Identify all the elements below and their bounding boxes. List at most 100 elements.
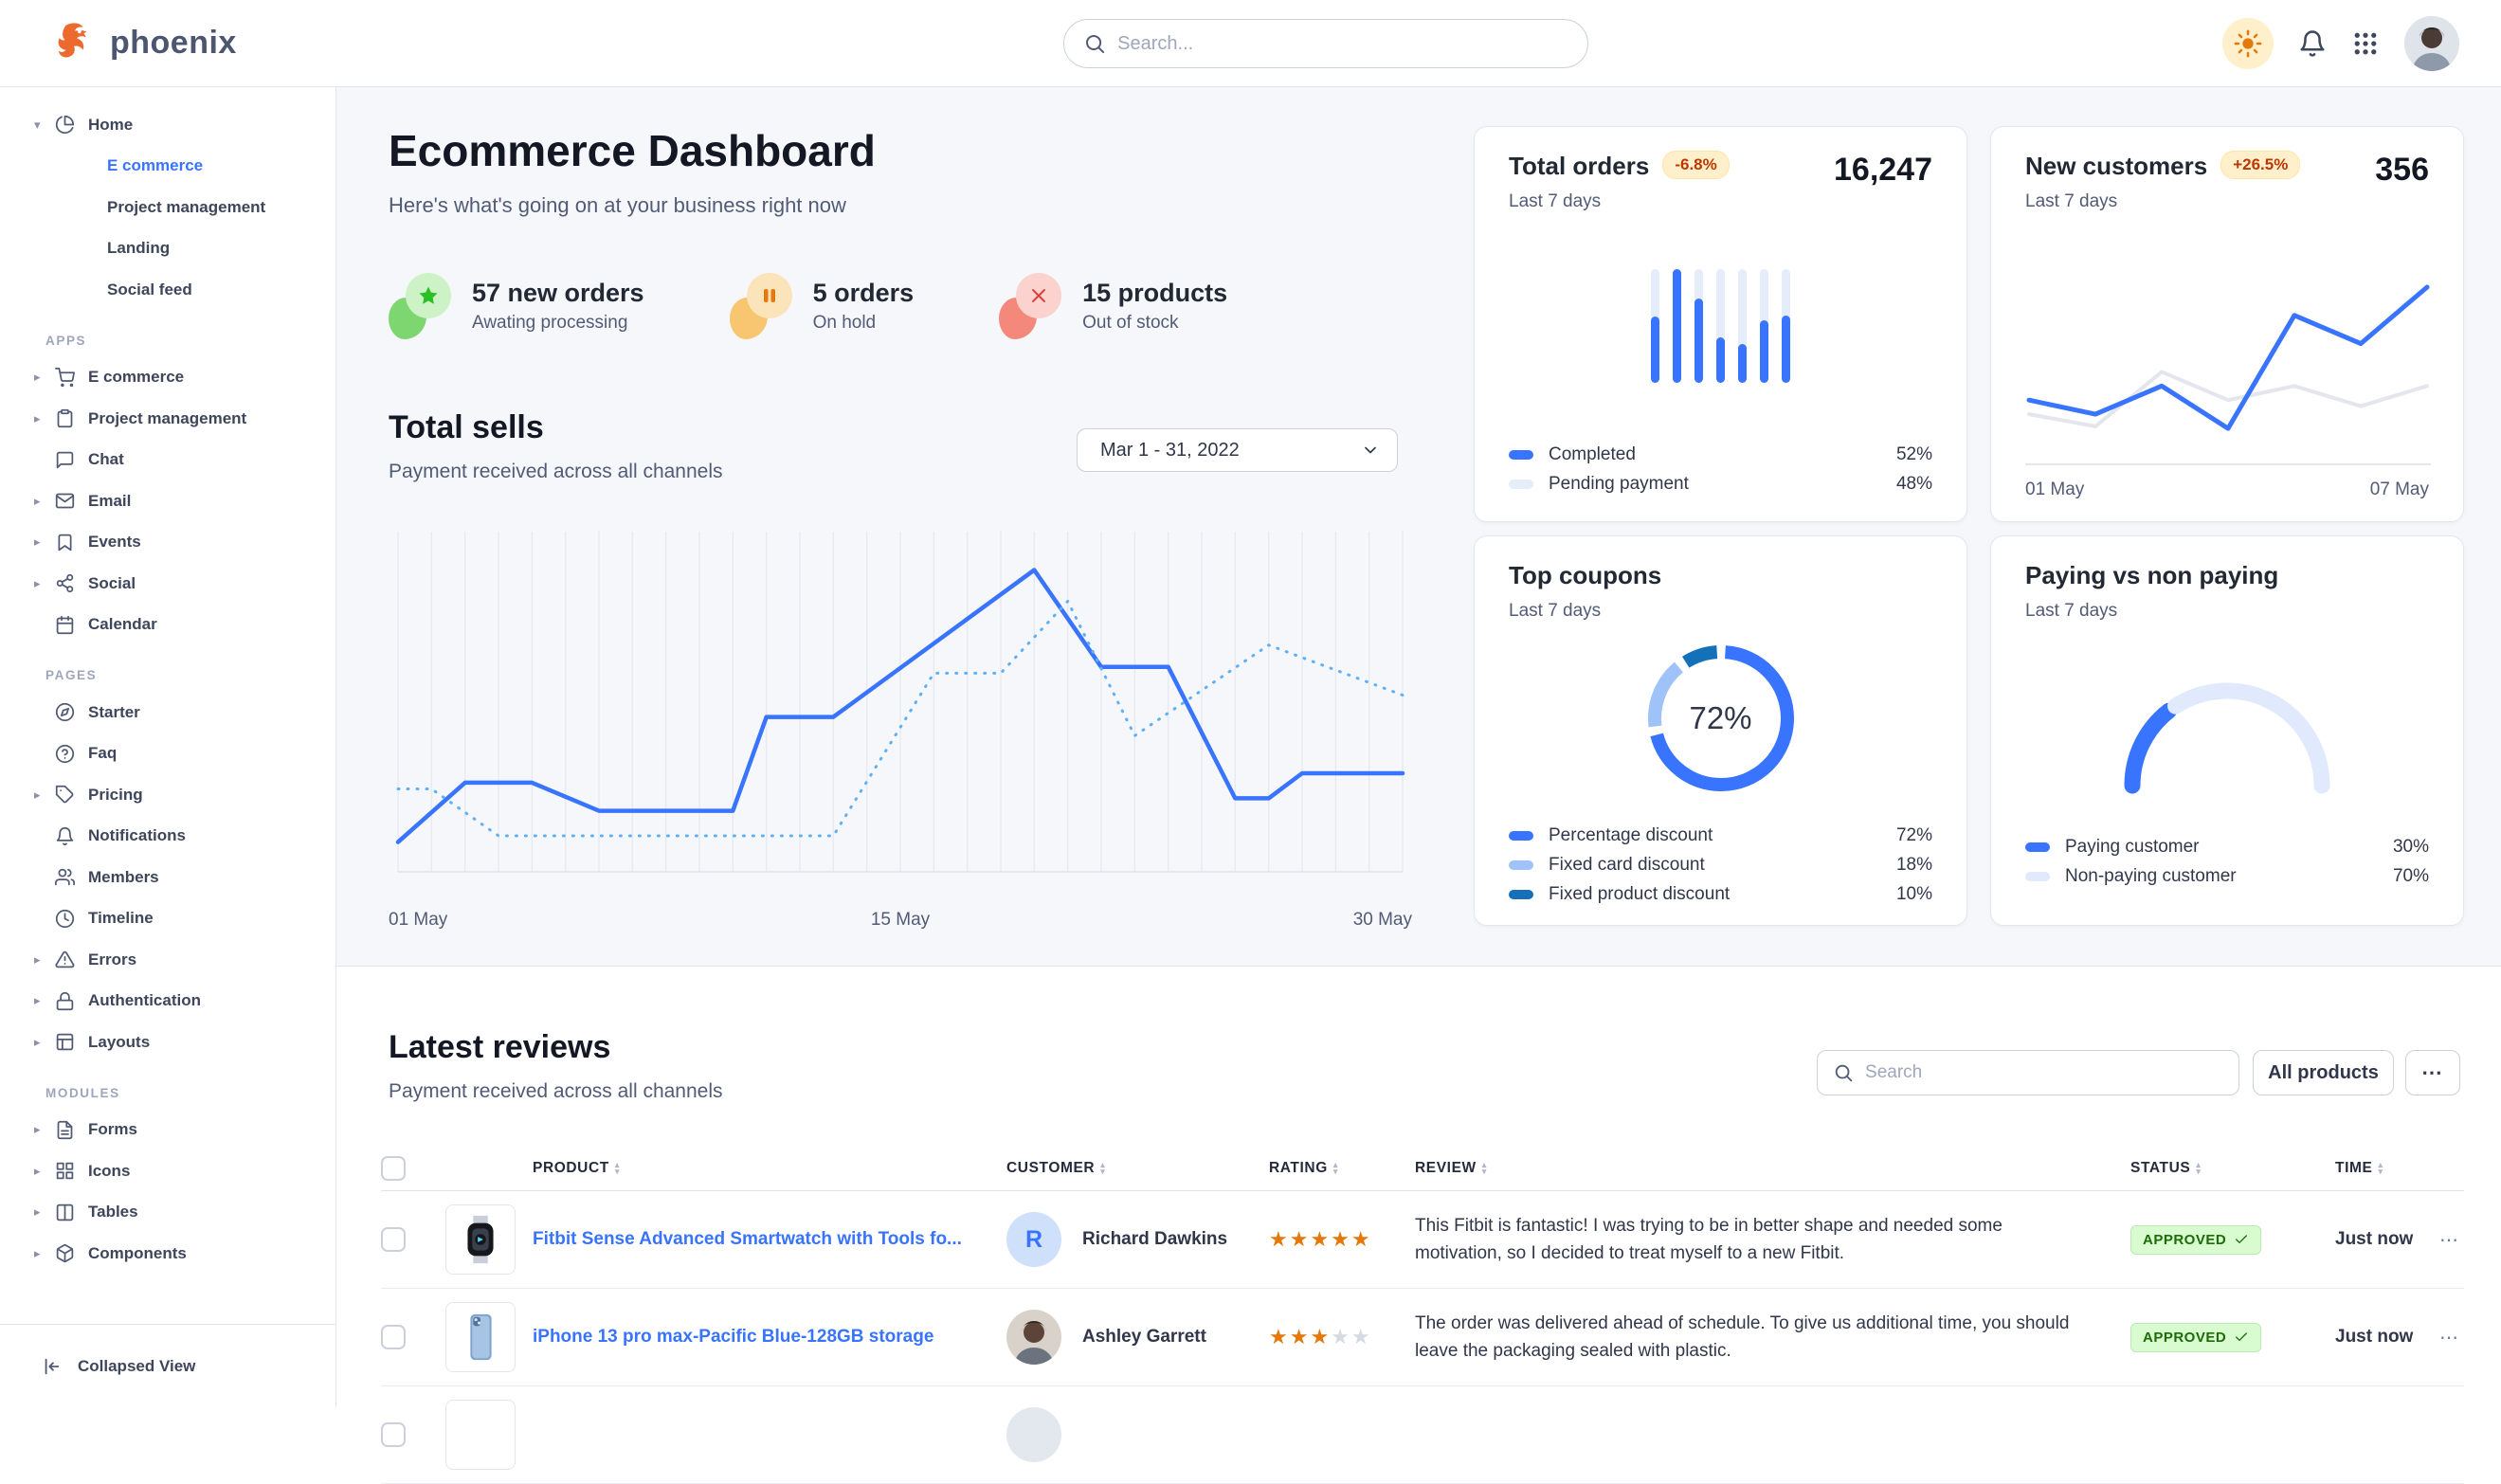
all-products-button[interactable]: All products bbox=[2253, 1050, 2394, 1095]
brand-logo[interactable]: phoenix bbox=[53, 21, 237, 64]
customer-avatar bbox=[1006, 1310, 1061, 1365]
sidebar-item-pricing[interactable]: ▸Pricing bbox=[0, 774, 335, 816]
theme-toggle-button[interactable] bbox=[2222, 18, 2274, 69]
reviews-search[interactable] bbox=[1817, 1050, 2239, 1095]
card-period: Last 7 days bbox=[2025, 601, 2117, 622]
product-image[interactable] bbox=[445, 1400, 516, 1470]
sidebar-item-timeline[interactable]: Timeline bbox=[0, 898, 335, 940]
sidebar-item-chat[interactable]: Chat bbox=[0, 440, 335, 481]
grid-icon bbox=[55, 1161, 75, 1181]
table-header: PRODUCT▴▾CUSTOMER▴▾RATING▴▾REVIEW▴▾STATU… bbox=[381, 1146, 2464, 1191]
product-link[interactable]: iPhone 13 pro max-Pacific Blue-128GB sto… bbox=[533, 1327, 1006, 1348]
review-text: This Fitbit is fantastic! I was trying t… bbox=[1415, 1212, 2130, 1267]
total-sells-title: Total sells bbox=[389, 409, 544, 446]
row-menu-button[interactable]: ⋯ bbox=[2439, 1228, 2464, 1252]
row-menu-button[interactable]: ⋯ bbox=[2439, 1326, 2464, 1349]
reviews-menu-button[interactable]: ⋯ bbox=[2405, 1050, 2460, 1095]
sidebar-item-social[interactable]: ▸Social bbox=[0, 563, 335, 605]
table-row: Fitbit Sense Advanced Smartwatch with To… bbox=[381, 1191, 2464, 1289]
new-customers-value: 356 bbox=[2375, 152, 2429, 189]
x-axis-label: 01 May bbox=[389, 910, 447, 931]
card-title: Total orders bbox=[1509, 152, 1649, 181]
x-axis-label: 01 May bbox=[2025, 480, 2084, 500]
global-search[interactable] bbox=[1063, 19, 1588, 68]
sidebar-item-project-management[interactable]: Project management bbox=[0, 187, 335, 228]
sidebar-item-e-commerce[interactable]: E commerce bbox=[0, 146, 335, 188]
columns-icon bbox=[55, 1203, 75, 1222]
notifications-bell-icon[interactable] bbox=[2298, 29, 2327, 58]
column-header-customer[interactable]: CUSTOMER▴▾ bbox=[1006, 1160, 1269, 1177]
reviews-search-input[interactable] bbox=[1865, 1062, 2223, 1083]
sidebar-item-label: Components bbox=[88, 1244, 187, 1263]
sidebar-item-errors[interactable]: ▸Errors bbox=[0, 939, 335, 981]
card-period: Last 7 days bbox=[1509, 191, 1601, 212]
search-icon bbox=[1083, 31, 1106, 56]
total-sells-chart bbox=[389, 526, 1412, 905]
product-image[interactable] bbox=[445, 1204, 516, 1275]
sidebar-item-authentication[interactable]: ▸Authentication bbox=[0, 981, 335, 1023]
legend-label: Percentage discount bbox=[1549, 825, 1713, 846]
sidebar-item-starter[interactable]: Starter bbox=[0, 692, 335, 733]
stat-value: 15 products bbox=[1082, 279, 1227, 308]
sidebar-item-members[interactable]: Members bbox=[0, 857, 335, 898]
apps-grid-icon[interactable] bbox=[2351, 29, 2380, 58]
sidebar-item-notifications[interactable]: Notifications bbox=[0, 816, 335, 858]
sidebar-item-landing[interactable]: Landing bbox=[0, 228, 335, 270]
row-checkbox[interactable] bbox=[381, 1325, 406, 1349]
sidebar-item-calendar[interactable]: Calendar bbox=[0, 605, 335, 646]
row-checkbox[interactable] bbox=[381, 1422, 406, 1447]
sidebar-item-faq[interactable]: Faq bbox=[0, 733, 335, 775]
alert-icon bbox=[55, 950, 75, 969]
column-header-status[interactable]: STATUS▴▾ bbox=[2130, 1160, 2335, 1177]
sidebar-item-home[interactable]: ▾Home bbox=[0, 104, 335, 146]
product-image[interactable] bbox=[445, 1302, 516, 1372]
date-range-select[interactable]: Mar 1 - 31, 2022 bbox=[1077, 428, 1398, 472]
sidebar-item-icons[interactable]: ▸Icons bbox=[0, 1150, 335, 1192]
select-all-checkbox[interactable] bbox=[381, 1156, 406, 1181]
sidebar-item-label: Project management bbox=[88, 409, 246, 428]
sidebar-item-email[interactable]: ▸Email bbox=[0, 480, 335, 522]
global-search-input[interactable] bbox=[1117, 33, 1568, 55]
column-header-review[interactable]: REVIEW▴▾ bbox=[1415, 1160, 2130, 1177]
sidebar-item-label: Chat bbox=[88, 450, 124, 469]
sidebar-item-social-feed[interactable]: Social feed bbox=[0, 269, 335, 311]
page-subtitle: Here's what's going on at your business … bbox=[389, 193, 846, 218]
lock-icon bbox=[55, 991, 75, 1011]
collapse-sidebar-button[interactable]: Collapsed View bbox=[0, 1324, 335, 1407]
sidebar-item-label: Notifications bbox=[88, 826, 186, 845]
layout-icon bbox=[55, 1032, 75, 1052]
sidebar-item-components[interactable]: ▸Components bbox=[0, 1233, 335, 1275]
stat-label: Awating processing bbox=[472, 313, 644, 334]
orders-bar-chart bbox=[1475, 269, 1966, 383]
paying-card: Paying vs non paying Last 7 days Paying … bbox=[1990, 535, 2464, 926]
calendar-icon bbox=[55, 615, 75, 635]
column-header-product[interactable]: PRODUCT▴▾ bbox=[533, 1160, 1006, 1177]
bookmark-icon bbox=[55, 533, 75, 552]
caret-icon: ▸ bbox=[34, 1035, 49, 1050]
sidebar-item-label: Social feed bbox=[107, 281, 192, 299]
sidebar-item-events[interactable]: ▸Events bbox=[0, 522, 335, 564]
bell-icon bbox=[55, 826, 75, 846]
user-avatar[interactable] bbox=[2404, 16, 2459, 71]
legend-label: Non-paying customer bbox=[2065, 866, 2237, 887]
new-customers-chart bbox=[2025, 243, 2431, 470]
sidebar-item-forms[interactable]: ▸Forms bbox=[0, 1110, 335, 1151]
sidebar-item-layouts[interactable]: ▸Layouts bbox=[0, 1022, 335, 1063]
sidebar-item-project-management[interactable]: ▸Project management bbox=[0, 398, 335, 440]
product-link[interactable]: Fitbit Sense Advanced Smartwatch with To… bbox=[533, 1229, 1006, 1250]
check-icon bbox=[2234, 1232, 2249, 1247]
order-bar bbox=[1738, 269, 1747, 383]
sidebar-item-label: E commerce bbox=[88, 368, 184, 387]
column-header-rating[interactable]: RATING▴▾ bbox=[1269, 1160, 1415, 1177]
sidebar-item-label: Authentication bbox=[88, 991, 201, 1010]
page-title: Ecommerce Dashboard bbox=[389, 125, 876, 176]
legend-label: Paying customer bbox=[2065, 837, 2200, 858]
column-header-time[interactable]: TIME▴▾ bbox=[2335, 1160, 2439, 1177]
sidebar-item-e-commerce[interactable]: ▸E commerce bbox=[0, 357, 335, 399]
sidebar-item-tables[interactable]: ▸Tables bbox=[0, 1192, 335, 1234]
stat-label: Out of stock bbox=[1082, 313, 1227, 334]
row-checkbox[interactable] bbox=[381, 1227, 406, 1252]
rating-stars: ★★★★★ bbox=[1269, 1325, 1372, 1348]
review-time: Just now bbox=[2335, 1229, 2439, 1250]
